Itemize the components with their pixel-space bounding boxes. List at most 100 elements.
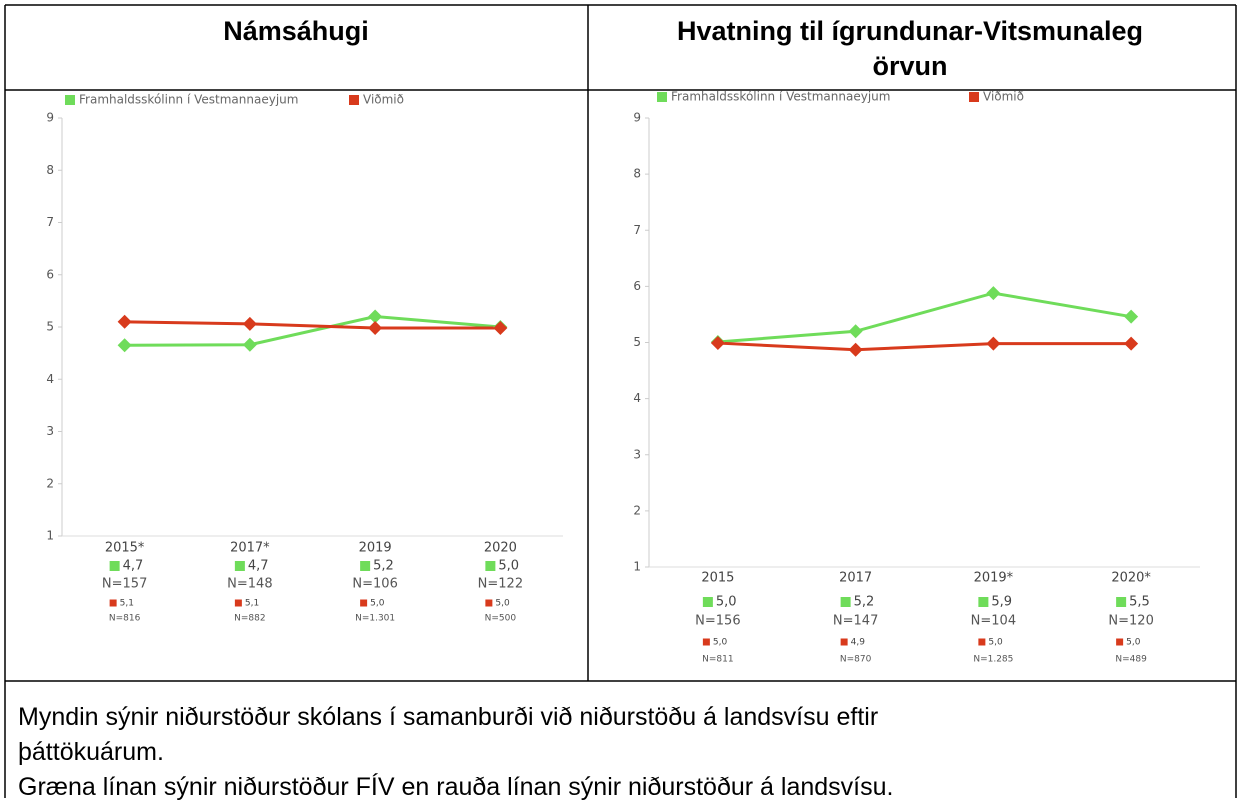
n-label: N=870 [840, 655, 872, 665]
caption-line: Myndin sýnir niðurstöður skólans í saman… [18, 703, 879, 766]
legend-swatch [349, 95, 359, 105]
value-label: 5,0 [988, 638, 1003, 648]
y-tick-label: 8 [46, 163, 54, 177]
data-point [242, 337, 257, 352]
value-label: 5,2 [373, 559, 394, 574]
value-swatch [109, 599, 117, 607]
value-label: 5,0 [370, 599, 385, 609]
value-swatch [485, 561, 496, 571]
table-borders [4, 4, 1237, 798]
y-tick-label: 7 [46, 215, 54, 229]
value-label: 5,0 [495, 599, 510, 609]
data-point [368, 309, 383, 324]
value-label: 5,1 [120, 599, 134, 609]
legend-swatch [969, 92, 979, 102]
series-line [124, 320, 501, 330]
legend-label: Viðmið [983, 90, 1024, 104]
legend-label: Framhaldsskólinn í Vestmannaeyjum [79, 93, 298, 107]
data-point [117, 314, 132, 329]
data-point [986, 286, 1001, 301]
value-swatch [109, 561, 120, 571]
x-tick-label: 2020* [1111, 571, 1151, 586]
n-label: N=882 [234, 614, 265, 624]
value-label: 5,9 [991, 595, 1012, 610]
n-label: N=120 [1108, 614, 1153, 629]
legend-label: Framhaldsskólinn í Vestmannaeyjum [671, 90, 890, 104]
series-line [124, 315, 501, 347]
x-tick-label: 2017 [839, 571, 872, 586]
y-tick-label: 9 [633, 111, 641, 125]
x-tick-label: 2019 [359, 541, 392, 556]
y-tick-label: 9 [46, 111, 54, 125]
value-label: 5,0 [1126, 638, 1141, 648]
y-tick-label: 8 [633, 167, 641, 181]
header-title: örvun [872, 51, 947, 81]
data-point [710, 336, 725, 351]
y-tick-label: 2 [633, 503, 641, 517]
n-label: N=157 [102, 577, 147, 592]
n-label: N=816 [109, 614, 141, 624]
x-tick-label: 2017* [230, 541, 270, 556]
data-point [117, 338, 132, 353]
value-label: 4,9 [851, 638, 866, 648]
value-label: 5,0 [716, 595, 737, 610]
value-swatch [702, 597, 713, 607]
data-point [848, 324, 863, 339]
caption: Myndin sýnir niðurstöður skólans í saman… [18, 700, 1218, 805]
series-line [717, 291, 1132, 344]
value-swatch [234, 561, 245, 571]
value-swatch [1116, 597, 1127, 607]
legend-swatch [657, 92, 667, 102]
value-swatch [485, 599, 493, 607]
n-label: N=500 [485, 614, 517, 624]
y-tick-label: 2 [46, 476, 54, 490]
n-label: N=811 [702, 655, 733, 665]
header-title: Námsáhugi [223, 16, 369, 46]
value-label: 5,5 [1129, 595, 1150, 610]
value-swatch [234, 599, 242, 607]
y-tick-label: 6 [633, 279, 641, 293]
value-label: 5,0 [713, 638, 728, 648]
n-label: N=489 [1115, 655, 1147, 665]
x-tick-label: 2019* [974, 571, 1014, 586]
n-label: N=1.285 [973, 655, 1013, 665]
n-label: N=1.301 [355, 614, 395, 624]
value-swatch [840, 597, 851, 607]
caption-line: Græna línan sýnir niðurstöður FÍV en rau… [18, 773, 894, 801]
value-label: 5,2 [854, 595, 875, 610]
data-point [848, 342, 863, 357]
x-tick-label: 2015* [105, 541, 145, 556]
series-line [717, 341, 1132, 352]
y-tick-label: 7 [633, 223, 641, 237]
value-swatch [360, 599, 368, 607]
legend-swatch [65, 95, 75, 105]
y-tick-label: 1 [633, 560, 641, 574]
data-point [1124, 309, 1139, 324]
value-swatch [978, 597, 989, 607]
data-point [1124, 336, 1139, 351]
n-label: N=148 [227, 577, 272, 592]
n-label: N=156 [695, 614, 740, 629]
y-tick-label: 6 [46, 267, 54, 281]
value-label: 5,1 [245, 599, 259, 609]
value-label: 4,7 [248, 559, 269, 574]
n-label: N=106 [352, 577, 397, 592]
legend-label: Viðmið [363, 93, 404, 107]
n-label: N=122 [478, 577, 523, 592]
y-tick-label: 1 [46, 529, 54, 543]
y-tick-label: 5 [46, 320, 54, 334]
data-point [368, 321, 383, 336]
x-tick-label: 2020 [484, 541, 517, 556]
y-tick-label: 3 [46, 424, 54, 438]
header-title: Hvatning til ígrundunar-Vitsmunaleg [677, 16, 1143, 46]
value-label: 4,7 [123, 559, 144, 574]
data-point [986, 336, 1001, 351]
data-point [493, 321, 508, 336]
value-swatch [1116, 638, 1124, 646]
value-swatch [360, 561, 371, 571]
value-swatch [840, 638, 848, 646]
value-swatch [702, 638, 710, 646]
value-label: 5,0 [498, 559, 519, 574]
